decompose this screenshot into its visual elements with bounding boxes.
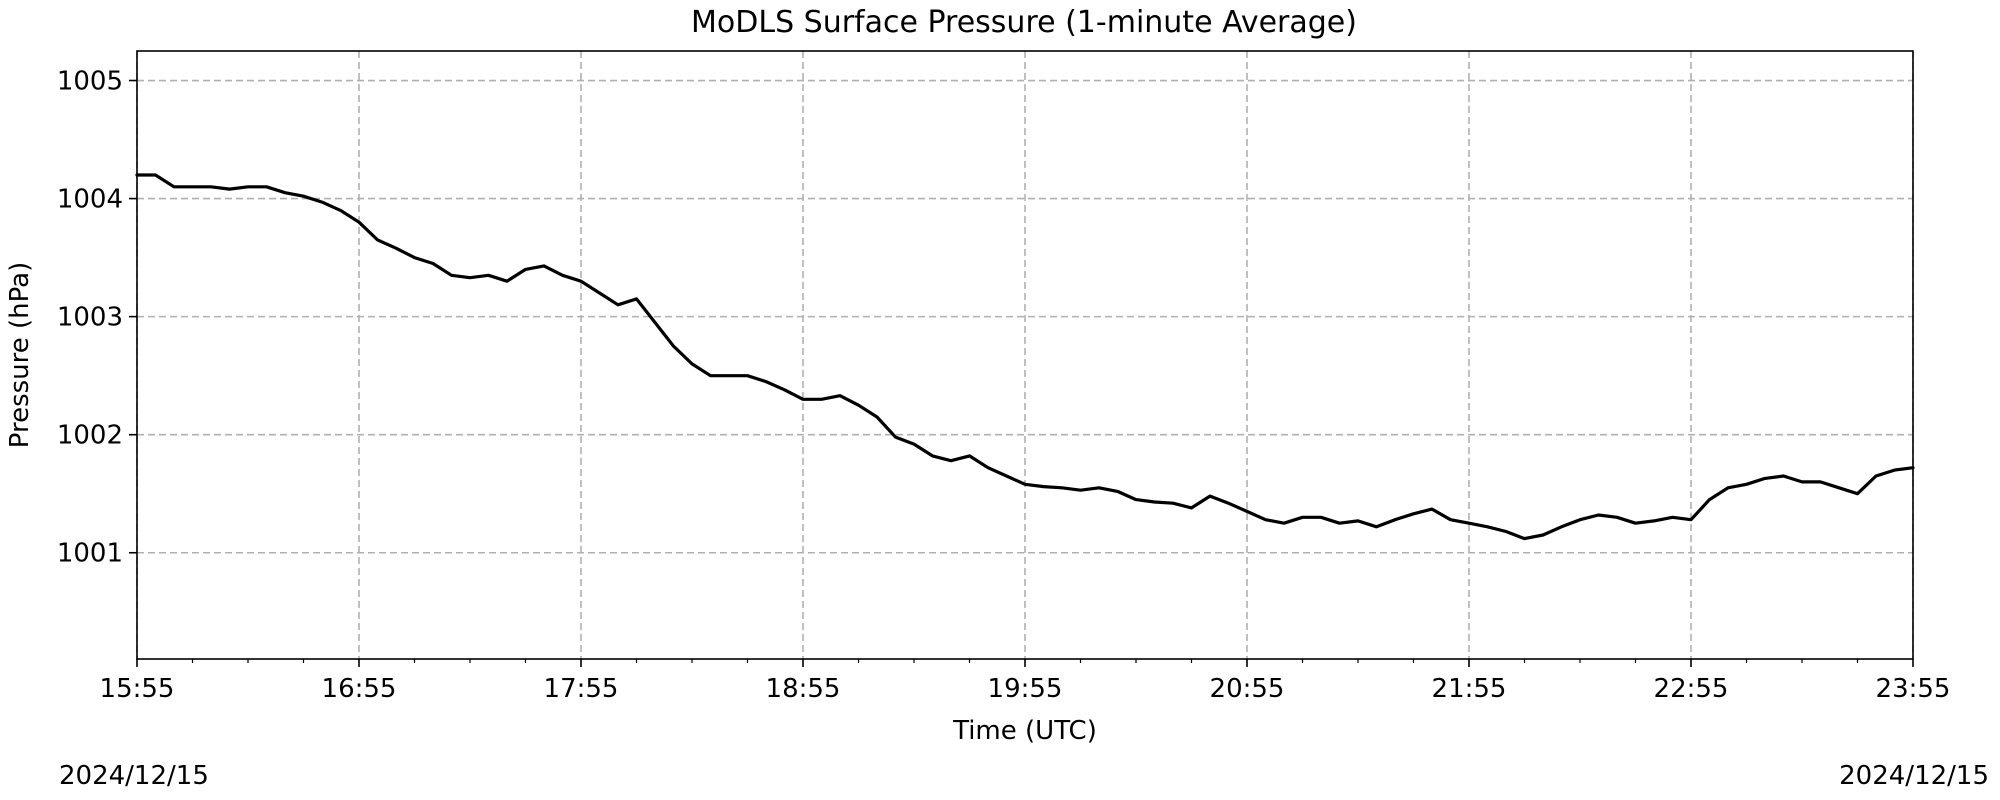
y-tick-label: 1005 — [57, 67, 123, 97]
x-tick-label: 15:55 — [100, 674, 175, 704]
x-tick-label: 18:55 — [766, 674, 841, 704]
y-tick-label: 1002 — [57, 421, 123, 451]
grid-lines — [136, 51, 1914, 659]
x-tick-label: 20:55 — [1210, 674, 1285, 704]
series-line-pressure — [135, 173, 1915, 541]
y-axis: 1001 1002 1003 1004 1005 — [57, 67, 137, 569]
x-tick-label: 22:55 — [1654, 674, 1729, 704]
x-axis: 15:55 16:55 17:55 18:55 19:55 20:55 21:55 22:55… — [100, 659, 1951, 704]
start-date-label: 2024/12/15 — [59, 761, 209, 791]
x-tick-label: 17:55 — [544, 674, 619, 704]
x-tick-label: 16:55 — [322, 674, 397, 704]
x-axis-label: Time (UTC) — [952, 716, 1097, 746]
end-date-label: 2024/12/15 — [1839, 761, 1989, 791]
y-axis-label: Pressure (hPa) — [5, 262, 35, 449]
chart-title: MoDLS Surface Pressure (1-minute Average… — [691, 5, 1357, 40]
x-tick-label: 19:55 — [988, 674, 1063, 704]
x-tick-label: 21:55 — [1432, 674, 1507, 704]
y-tick-label: 1004 — [57, 185, 123, 215]
y-tick-label: 1003 — [57, 303, 123, 333]
x-tick-label: 23:55 — [1876, 674, 1951, 704]
y-tick-label: 1001 — [57, 539, 123, 569]
